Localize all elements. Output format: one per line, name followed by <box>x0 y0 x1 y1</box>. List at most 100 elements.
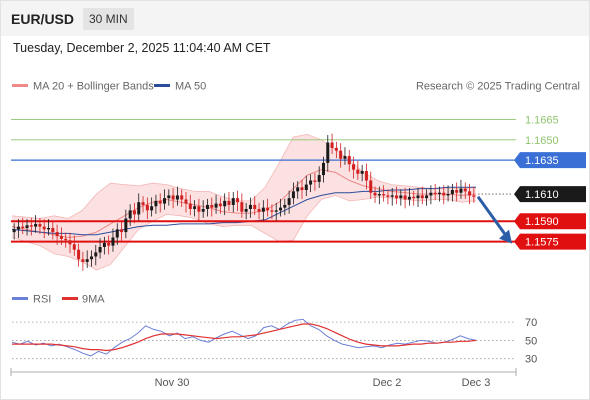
candle-body <box>287 198 291 205</box>
candle-body <box>407 196 411 200</box>
candle-body <box>120 229 124 233</box>
level-tag-label: 1.1575 <box>525 237 559 249</box>
candle-body <box>25 225 29 228</box>
level-tag-1-1575: 1.1575 <box>514 233 586 250</box>
candle-body <box>102 242 106 247</box>
chart-datetime: Tuesday, December 2, 2025 11:04:40 AM CE… <box>13 41 271 55</box>
candle-body <box>270 210 274 212</box>
bollinger-band-area <box>12 134 476 271</box>
candle-body <box>364 171 368 181</box>
rsi-ma-legend-label: 9MA <box>82 294 105 306</box>
candle-body <box>455 190 459 193</box>
bb-upper-line <box>11 133 477 219</box>
candle-body <box>343 156 347 159</box>
level-label-1-1665: 1.1665 <box>525 114 559 126</box>
candle-body <box>132 210 136 215</box>
candle-body <box>433 192 437 195</box>
candle-body <box>446 194 450 196</box>
candle-body <box>184 199 188 204</box>
candle-body <box>429 192 433 196</box>
candle-body <box>339 150 343 159</box>
rsi-line <box>11 318 477 357</box>
candle-body <box>201 209 205 212</box>
candle-body <box>309 180 313 185</box>
candle-body <box>85 259 89 262</box>
symbol-label: EUR/USD <box>11 11 75 27</box>
candle-body <box>12 229 16 233</box>
candle-body <box>412 196 416 199</box>
rsi-ma-line <box>12 323 477 352</box>
forecast-arrow <box>476 195 512 244</box>
candle-body <box>442 192 446 196</box>
candle-body <box>205 204 209 209</box>
candle-body <box>330 142 334 148</box>
candle-body <box>450 190 454 195</box>
bb-legend-swatch <box>12 84 28 87</box>
candle-body <box>42 226 46 230</box>
forecast-arrow-shaft <box>476 195 508 237</box>
candle-body <box>274 210 278 212</box>
candle-body <box>382 194 386 196</box>
candle-body <box>193 206 197 209</box>
candle-body <box>218 203 222 207</box>
candle-body <box>180 195 184 200</box>
candle-body <box>107 242 111 246</box>
level-tag-1-1635: 1.1635 <box>514 152 586 169</box>
candle-body <box>296 187 300 192</box>
candle-body <box>89 256 93 260</box>
candle-body <box>321 162 325 176</box>
candle-body <box>459 188 463 193</box>
candle-body <box>420 195 424 199</box>
candle-body <box>386 195 390 197</box>
candle-body <box>390 195 394 197</box>
candle-body <box>167 195 171 199</box>
candle-body <box>188 203 192 209</box>
candle-body <box>64 238 68 241</box>
candle-body <box>77 249 81 260</box>
candle-body <box>214 203 218 208</box>
rsi-panel: 70 50 30 <box>11 317 537 366</box>
candle-body <box>373 192 377 196</box>
candle-body <box>227 200 231 205</box>
candle-body <box>395 195 399 199</box>
candle-body <box>416 195 420 199</box>
rsi-ma-legend-swatch <box>62 297 78 300</box>
candle-body <box>313 180 317 182</box>
level-tag-label: 1.1590 <box>525 216 559 228</box>
candle-body <box>115 229 119 238</box>
candle-body <box>59 236 63 239</box>
candle-body <box>98 247 102 253</box>
candle-body <box>463 188 467 192</box>
candle-body <box>137 202 141 215</box>
candle-body <box>472 195 476 197</box>
candle-body <box>150 206 154 211</box>
candle-body <box>34 223 38 227</box>
level-tag-bg <box>514 213 586 230</box>
candle-body <box>124 218 128 233</box>
candle-body <box>72 244 76 250</box>
rsi-tick-50: 50 <box>525 335 537 347</box>
x-tick-label: Dec 2 <box>373 377 402 389</box>
candle-body <box>175 195 179 200</box>
rsi-legend-label: RSI <box>33 294 51 306</box>
candle-body <box>111 237 115 246</box>
level-lines <box>11 118 516 243</box>
ma20-line <box>11 169 477 239</box>
candle-body <box>38 223 42 227</box>
candle-body <box>326 142 330 163</box>
candle-body <box>171 195 175 200</box>
level-tag-label: 1.1610 <box>525 189 559 201</box>
candle-body <box>94 252 98 257</box>
level-tag-bg <box>514 233 586 250</box>
bb-legend-label: MA 20 + Bollinger Bands <box>33 81 154 93</box>
x-axis: Nov 30 Dec 2 Dec 3 <box>10 368 517 389</box>
level-tag-label: 1.1635 <box>525 155 559 167</box>
timeframe-button[interactable]: 30 MIN <box>83 8 134 30</box>
candle-body <box>317 175 321 182</box>
candle-body <box>347 156 351 165</box>
candle-body <box>16 226 20 230</box>
candle-body <box>300 187 304 190</box>
candle-body <box>163 198 167 204</box>
candles <box>12 133 476 271</box>
